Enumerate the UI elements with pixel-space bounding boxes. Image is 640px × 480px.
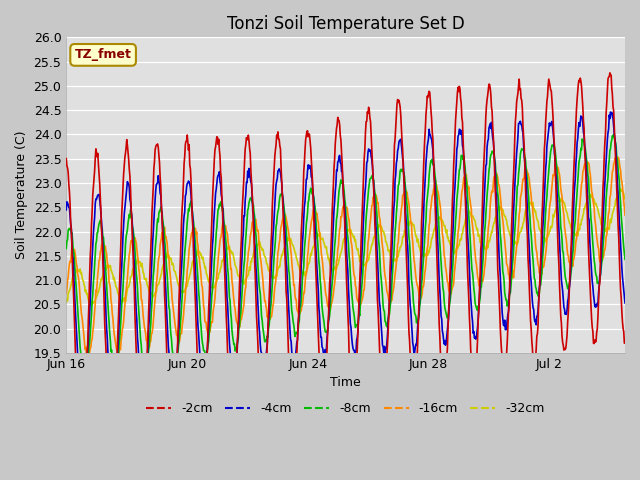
Text: TZ_fmet: TZ_fmet	[75, 48, 132, 61]
Y-axis label: Soil Temperature (C): Soil Temperature (C)	[15, 131, 28, 259]
X-axis label: Time: Time	[330, 376, 361, 389]
Title: Tonzi Soil Temperature Set D: Tonzi Soil Temperature Set D	[227, 15, 465, 33]
Legend: -2cm, -4cm, -8cm, -16cm, -32cm: -2cm, -4cm, -8cm, -16cm, -32cm	[141, 397, 550, 420]
